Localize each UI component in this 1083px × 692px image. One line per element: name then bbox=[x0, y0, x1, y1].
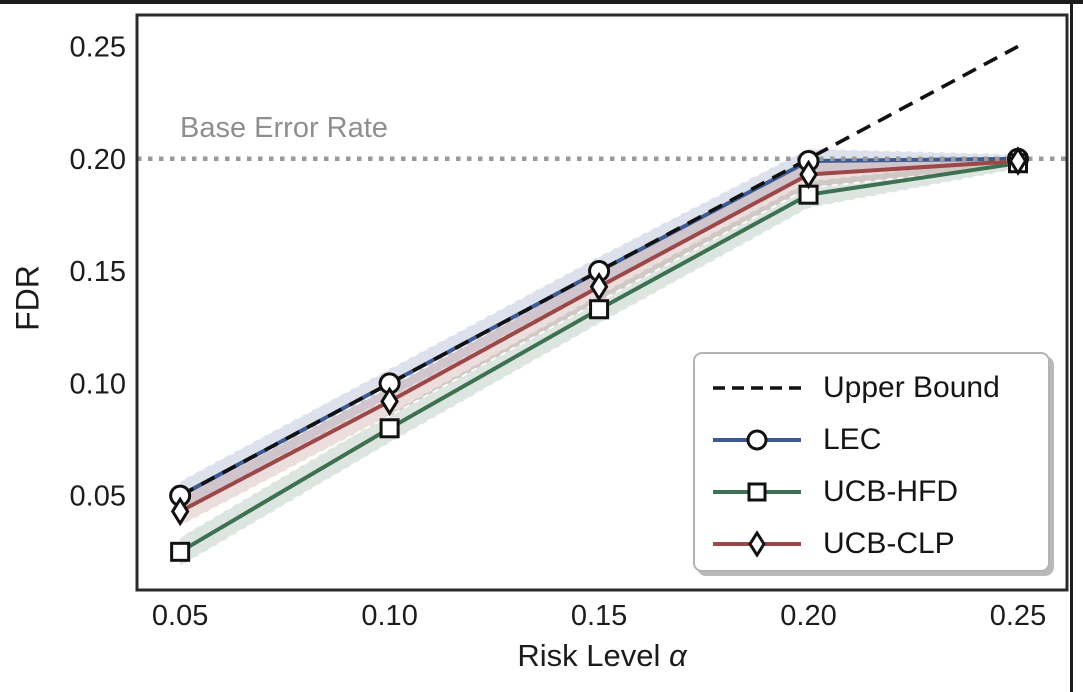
legend-label: UCB-CLP bbox=[823, 527, 955, 560]
x-tick-label: 0.25 bbox=[990, 600, 1046, 632]
upper-bound-line bbox=[179, 44, 1019, 498]
marker-diamond-UCB-CLP bbox=[380, 386, 399, 417]
dashed-line-sample bbox=[713, 386, 801, 390]
legend-label: UCB-HFD bbox=[823, 475, 958, 508]
band-edge-upper-LEC bbox=[179, 147, 1019, 482]
diamond-marker-icon bbox=[748, 530, 766, 558]
x-tick-label: 0.20 bbox=[780, 600, 836, 632]
alpha-symbol: α bbox=[668, 638, 687, 673]
marker-diamond-UCB-CLP bbox=[589, 271, 609, 302]
legend-item-upper-bound: Upper Bound bbox=[709, 362, 1048, 414]
legend-label: Upper Bound bbox=[823, 371, 1000, 404]
legend-item-ucb-hfd: UCB-HFD bbox=[709, 466, 1048, 518]
x-axis-label-text: Risk Level bbox=[517, 638, 661, 673]
circle-marker-icon bbox=[746, 429, 768, 451]
x-tick-label: 0.15 bbox=[571, 600, 627, 632]
legend-line-sample bbox=[713, 482, 801, 502]
figure-border-top bbox=[0, 0, 1083, 4]
legend-label: LEC bbox=[823, 423, 882, 456]
figure-border-right bbox=[1070, 0, 1073, 692]
legend-line-sample bbox=[713, 429, 801, 451]
x-axis-label: Risk Level α bbox=[402, 638, 802, 674]
base-error-rate-annotation: Base Error Rate bbox=[180, 112, 388, 144]
marker-square-UCB-HFD bbox=[589, 299, 610, 320]
y-tick-label: 0.20 bbox=[70, 144, 126, 176]
marker-square-UCB-HFD bbox=[379, 418, 400, 439]
axes-frame bbox=[135, 13, 1069, 592]
legend-item-lec: LEC bbox=[709, 414, 1048, 466]
y-tick-label: 0.05 bbox=[70, 481, 126, 513]
legend-line-sample bbox=[713, 530, 801, 558]
x-tick-label: 0.10 bbox=[361, 600, 417, 632]
marker-diamond-UCB-CLP bbox=[170, 496, 190, 527]
x-tick-label: 0.05 bbox=[152, 600, 208, 632]
y-axis-label: FDR bbox=[9, 265, 46, 331]
square-marker-icon bbox=[747, 482, 767, 502]
legend-box: Upper Bound LEC UCB-HFD UCB-CLP bbox=[693, 352, 1050, 572]
band-edge-lower-UCB-HFD bbox=[179, 168, 1019, 568]
marker-square-UCB-HFD bbox=[170, 541, 191, 562]
marker-diamond-UCB-CLP bbox=[799, 159, 818, 190]
y-tick-label: 0.15 bbox=[70, 256, 126, 288]
legend-item-ucb-clp: UCB-CLP bbox=[709, 518, 1048, 570]
y-tick-label: 0.25 bbox=[70, 31, 126, 63]
marker-diamond-UCB-CLP bbox=[1008, 146, 1028, 176]
y-tick-label: 0.10 bbox=[70, 368, 126, 400]
